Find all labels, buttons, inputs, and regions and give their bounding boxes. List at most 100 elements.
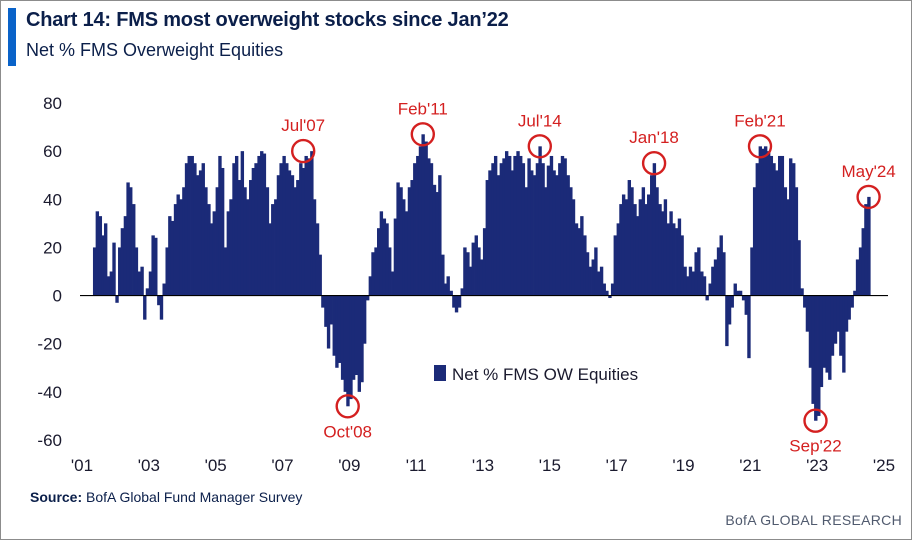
bar: [296, 180, 300, 296]
bar: [533, 175, 537, 296]
x-tick-label: '05: [205, 456, 227, 475]
bar: [388, 247, 392, 296]
bar: [118, 247, 122, 296]
bar: [198, 170, 203, 296]
bar: [246, 199, 250, 296]
bar: [616, 223, 620, 296]
y-tick-label: -20: [37, 335, 62, 354]
bar: [766, 151, 771, 296]
bar: [527, 158, 531, 296]
bar: [624, 199, 629, 296]
bar: [792, 163, 796, 296]
bar: [168, 216, 172, 296]
bar: [647, 194, 651, 296]
bar: [652, 163, 657, 296]
annotation-circle: [410, 122, 435, 147]
bar: [162, 283, 166, 296]
bar: [591, 259, 595, 296]
source-label: Source:: [30, 489, 83, 505]
bar: [413, 163, 417, 296]
bar: [109, 271, 114, 296]
bar-group: [92, 134, 871, 421]
bar: [145, 288, 150, 296]
bar: [271, 204, 275, 296]
bar: [362, 295, 367, 344]
bar: [747, 295, 751, 359]
y-tick-label: 20: [43, 238, 62, 257]
bar: [416, 155, 420, 296]
bar: [123, 216, 128, 296]
bar: [847, 295, 851, 320]
bar: [621, 194, 626, 296]
bar: [638, 199, 643, 296]
bar: [129, 187, 133, 296]
bar: [672, 223, 676, 296]
bar: [379, 211, 384, 296]
bar: [867, 196, 871, 296]
bar: [371, 252, 375, 296]
bar: [176, 194, 180, 296]
bar: [844, 295, 849, 332]
bar: [92, 247, 97, 296]
bar: [535, 163, 540, 296]
bar: [268, 223, 272, 296]
bar: [466, 252, 470, 296]
bar: [713, 259, 718, 296]
bar: [711, 266, 715, 296]
bar: [220, 167, 225, 296]
y-tick-label: 80: [43, 94, 62, 113]
chart-subtitle: Net % FMS Overweight Equities: [26, 40, 284, 60]
bar: [830, 295, 835, 356]
bar: [800, 288, 804, 296]
bar: [427, 158, 431, 296]
y-tick-label: 60: [43, 142, 62, 161]
bar: [755, 163, 759, 296]
bar: [132, 204, 136, 296]
bar: [811, 295, 815, 404]
bar: [758, 146, 762, 296]
bar: [310, 151, 314, 296]
bar: [744, 295, 748, 315]
bar: [243, 187, 247, 296]
bar: [446, 276, 450, 296]
bar: [368, 276, 373, 296]
bar: [583, 235, 587, 296]
bar: [318, 254, 322, 296]
bar: [666, 223, 671, 296]
bar: [452, 295, 456, 308]
bar: [825, 295, 829, 373]
bar: [658, 204, 662, 296]
bar: [750, 247, 754, 296]
bar: [596, 271, 601, 296]
bar: [741, 295, 746, 301]
annotation-label: Jul'07: [281, 116, 325, 135]
source-text: BofA Global Fund Manager Survey: [82, 489, 303, 505]
bar: [101, 235, 105, 296]
bar: [655, 187, 659, 296]
x-tick-label: '09: [338, 456, 360, 475]
bar: [577, 228, 581, 296]
bar: [95, 211, 100, 296]
bar: [218, 155, 222, 296]
bar: [738, 290, 743, 296]
bar: [154, 237, 158, 296]
bar: [274, 199, 278, 296]
bar: [257, 155, 261, 296]
bar: [285, 163, 289, 296]
bar: [560, 155, 565, 296]
annotation-circle: [856, 184, 881, 210]
bar: [602, 283, 606, 296]
bar: [569, 187, 573, 296]
bar: [120, 228, 125, 296]
bar: [438, 175, 442, 296]
bar: [201, 163, 205, 296]
bar: [474, 235, 478, 296]
bar: [797, 240, 801, 296]
bar: [691, 271, 696, 296]
bar: [719, 235, 723, 296]
bar: [855, 259, 860, 296]
bar: [850, 295, 854, 308]
bar: [521, 163, 526, 296]
bar: [209, 223, 214, 296]
chart-title: Chart 14: FMS most overweight stocks sin…: [26, 9, 509, 31]
